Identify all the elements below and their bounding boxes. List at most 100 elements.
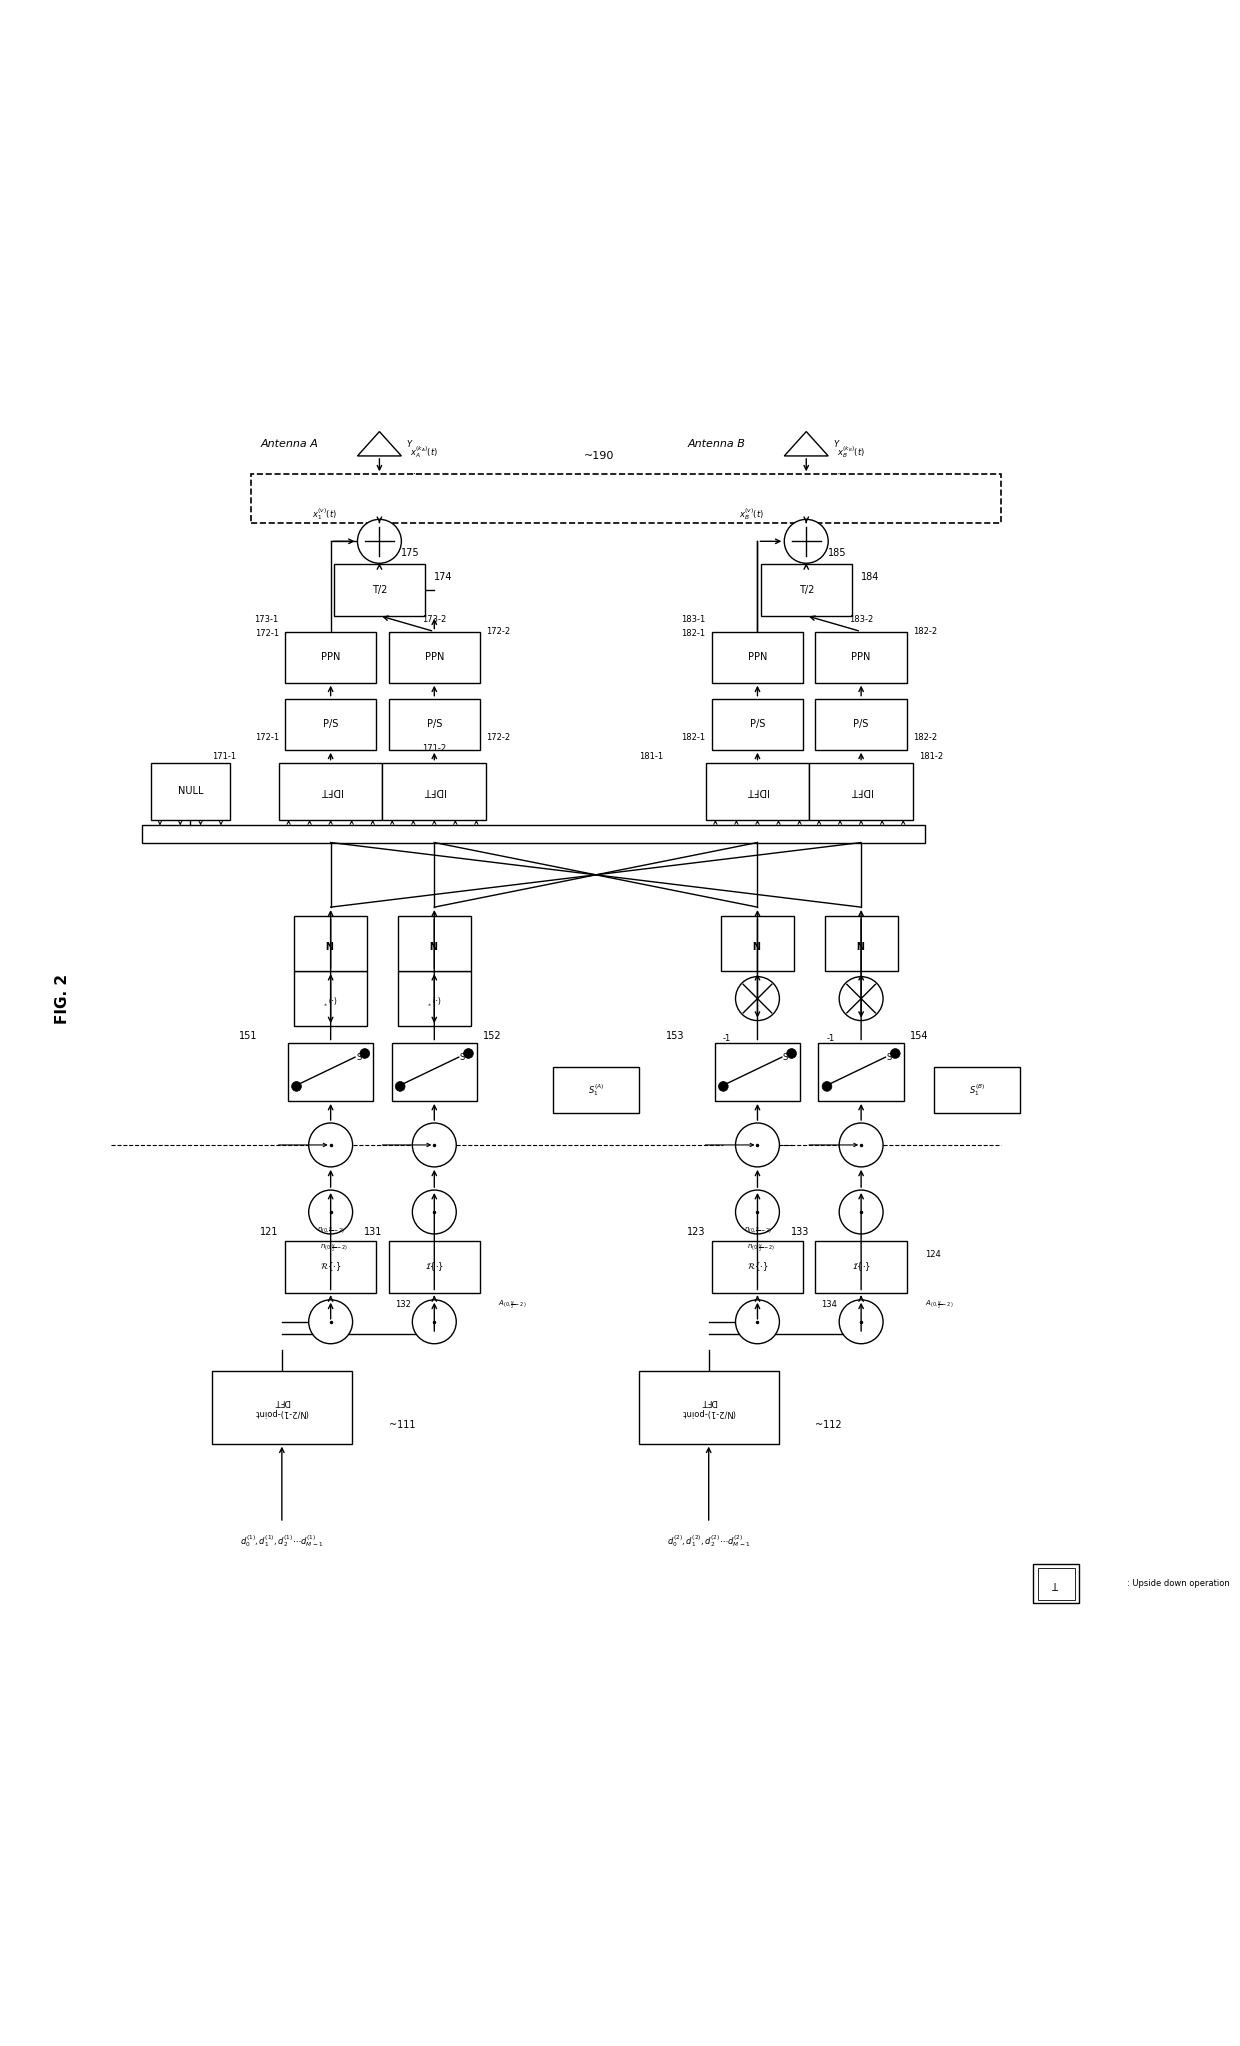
Text: 154: 154 [910, 1031, 929, 1041]
Circle shape [360, 1050, 370, 1058]
Circle shape [735, 1191, 780, 1234]
Bar [294, 972, 367, 1025]
Bar [1038, 1567, 1075, 1600]
Bar [279, 763, 382, 820]
Circle shape [839, 1123, 883, 1166]
Circle shape [839, 1191, 883, 1234]
Text: T: T [1053, 1580, 1059, 1590]
Text: 132: 132 [394, 1299, 410, 1309]
Text: T/2: T/2 [372, 585, 387, 595]
Circle shape [413, 1191, 456, 1234]
Bar [382, 763, 486, 820]
Text: 173-2: 173-2 [422, 616, 446, 624]
Text: $n_{(0,\frac{N}{2}-2)}$: $n_{(0,\frac{N}{2}-2)}$ [748, 1244, 775, 1254]
Text: (N/2-1)-point
DFT: (N/2-1)-point DFT [255, 1397, 309, 1416]
Text: T/2: T/2 [799, 585, 813, 595]
Text: 124: 124 [925, 1250, 941, 1258]
Text: ~190: ~190 [584, 450, 614, 460]
Text: $d_0^{(1)},d_1^{(1)},d_2^{(1)}\cdots d_{M-1}^{(1)}$: $d_0^{(1)},d_1^{(1)},d_2^{(1)}\cdots d_{… [241, 1534, 324, 1549]
Circle shape [784, 520, 828, 563]
Circle shape [413, 1123, 456, 1166]
Circle shape [839, 1299, 883, 1344]
Circle shape [822, 1082, 832, 1091]
Bar [398, 917, 471, 972]
Text: 171-2: 171-2 [423, 743, 446, 753]
Text: 172-2: 172-2 [486, 626, 510, 636]
Text: PPN: PPN [748, 653, 768, 663]
Text: 174: 174 [434, 573, 453, 583]
Text: IDFT: IDFT [423, 786, 445, 796]
Text: -1: -1 [827, 1035, 835, 1043]
Text: $\mathbf{N}$: $\mathbf{N}$ [857, 937, 866, 949]
Bar [816, 632, 906, 683]
Bar [760, 565, 852, 616]
Text: S: S [887, 1052, 892, 1062]
Circle shape [309, 1123, 352, 1166]
Text: PPN: PPN [321, 653, 340, 663]
Text: Antenna A: Antenna A [260, 438, 319, 448]
Text: $\mathbf{N}$: $\mathbf{N}$ [430, 937, 439, 949]
Bar [252, 475, 1002, 524]
Text: 184: 184 [861, 573, 879, 583]
Bar [285, 1242, 377, 1293]
Text: FIG. 2: FIG. 2 [55, 974, 69, 1023]
Text: $x^{(k_B)}_B(t)$: $x^{(k_B)}_B(t)$ [837, 444, 864, 460]
Text: ~112: ~112 [816, 1420, 842, 1430]
Bar [825, 917, 898, 972]
Text: $\mathcal{R}\{\cdot\}$: $\mathcal{R}\{\cdot\}$ [746, 1260, 769, 1273]
Polygon shape [357, 432, 402, 456]
Circle shape [291, 1082, 301, 1091]
Text: 172-1: 172-1 [254, 732, 279, 741]
Bar [388, 698, 480, 749]
Circle shape [735, 1299, 780, 1344]
Bar [294, 917, 367, 972]
Text: $Y$: $Y$ [407, 438, 414, 450]
Text: Antenna B: Antenna B [687, 438, 745, 448]
Text: 175: 175 [401, 548, 419, 559]
Polygon shape [784, 432, 828, 456]
Bar [288, 1043, 373, 1101]
Bar [392, 1043, 477, 1101]
Text: IDFT: IDFT [746, 786, 769, 796]
Text: 181-2: 181-2 [919, 753, 944, 761]
Text: 181-1: 181-1 [639, 753, 663, 761]
Bar [810, 763, 913, 820]
Circle shape [309, 1299, 352, 1344]
Text: P/S: P/S [853, 720, 869, 728]
Text: 153: 153 [666, 1031, 684, 1041]
Text: S: S [356, 1052, 361, 1062]
Bar [1033, 1565, 1079, 1604]
Text: $\mathcal{I}\{\cdot\}$: $\mathcal{I}\{\cdot\}$ [852, 1260, 870, 1273]
Text: S: S [782, 1052, 789, 1062]
Text: IDFT: IDFT [320, 786, 341, 796]
Text: $\mathbf{N}$: $\mathbf{N}$ [753, 937, 763, 949]
Text: $(\cdot)^*$: $(\cdot)^*$ [427, 992, 441, 1005]
Text: 182-2: 182-2 [913, 626, 937, 636]
Circle shape [786, 1050, 796, 1058]
Bar [712, 632, 804, 683]
Text: $\mathcal{R}\{\cdot\}$: $\mathcal{R}\{\cdot\}$ [320, 1260, 341, 1273]
Text: PPN: PPN [852, 653, 870, 663]
Bar [388, 632, 480, 683]
Bar [398, 972, 471, 1025]
Text: S: S [460, 1052, 465, 1062]
Bar [388, 1242, 480, 1293]
Text: 183-1: 183-1 [682, 616, 706, 624]
Text: 182-1: 182-1 [682, 630, 706, 638]
Text: 152: 152 [484, 1031, 502, 1041]
Text: P/S: P/S [322, 720, 339, 728]
Text: -1: -1 [723, 1035, 732, 1043]
Text: : Upside down operation: : Upside down operation [1127, 1580, 1230, 1588]
Circle shape [735, 1123, 780, 1166]
Text: 173-1: 173-1 [254, 616, 279, 624]
Bar [639, 1371, 779, 1444]
Text: $\mathcal{I}\{\cdot\}$: $\mathcal{I}\{\cdot\}$ [425, 1260, 444, 1273]
Bar [285, 632, 377, 683]
Bar [553, 1066, 639, 1113]
Bar [818, 1043, 904, 1101]
Text: $Y$: $Y$ [833, 438, 841, 450]
Bar [285, 698, 377, 749]
Bar [151, 763, 231, 820]
Text: P/S: P/S [427, 720, 441, 728]
Circle shape [890, 1050, 900, 1058]
